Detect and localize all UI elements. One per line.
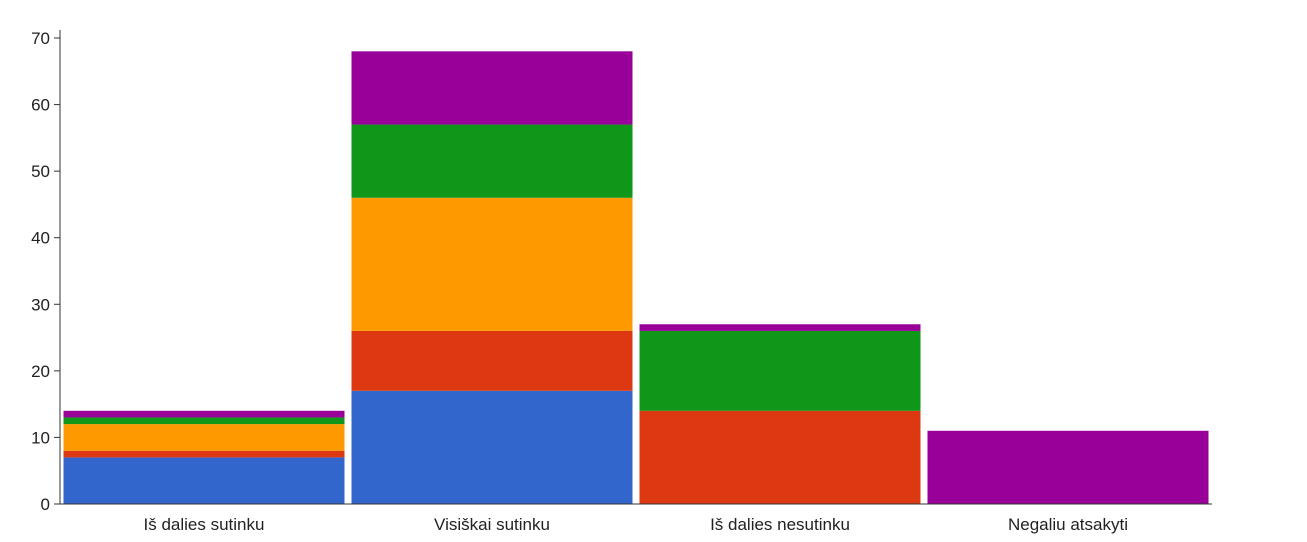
bar-segment[interactable] — [351, 124, 633, 198]
axes-layer — [59, 30, 1212, 505]
bar-segment[interactable] — [639, 330, 921, 411]
y-tick-label: 30 — [31, 295, 50, 314]
y-tick-label: 50 — [31, 162, 50, 181]
bar-segment[interactable] — [63, 410, 345, 418]
bar-segment[interactable] — [351, 390, 633, 504]
bar-segment[interactable] — [639, 324, 921, 331]
y-tick-label: 60 — [31, 96, 50, 115]
bar-segment[interactable] — [351, 51, 633, 125]
x-category-label: Visiškai sutinku — [434, 515, 550, 534]
bar-segment[interactable] — [63, 450, 345, 458]
bar-segment[interactable] — [63, 457, 345, 504]
bar-segment[interactable] — [63, 424, 345, 451]
x-category-label: Iš dalies sutinku — [144, 515, 265, 534]
x-category-label: Negaliu atsakyti — [1008, 515, 1128, 534]
bar-segment[interactable] — [351, 197, 633, 331]
y-tick-label: 70 — [31, 29, 50, 48]
bar-segment[interactable] — [639, 410, 921, 504]
y-tick-label: 20 — [31, 362, 50, 381]
bars-layer — [63, 51, 1209, 504]
y-tick-label: 40 — [31, 229, 50, 248]
y-ticks-layer: 0 10 20 30 40 50 60 70 — [31, 29, 60, 514]
x-labels-layer: Iš dalies sutinku Visiškai sutinku Iš dali… — [144, 515, 1128, 534]
bar-segment[interactable] — [927, 430, 1209, 504]
y-tick-label: 0 — [41, 495, 50, 514]
bar-segment[interactable] — [351, 330, 633, 391]
y-tick-label: 10 — [31, 428, 50, 447]
bar-segment[interactable] — [63, 417, 345, 425]
x-category-label: Iš dalies nesutinku — [710, 515, 850, 534]
